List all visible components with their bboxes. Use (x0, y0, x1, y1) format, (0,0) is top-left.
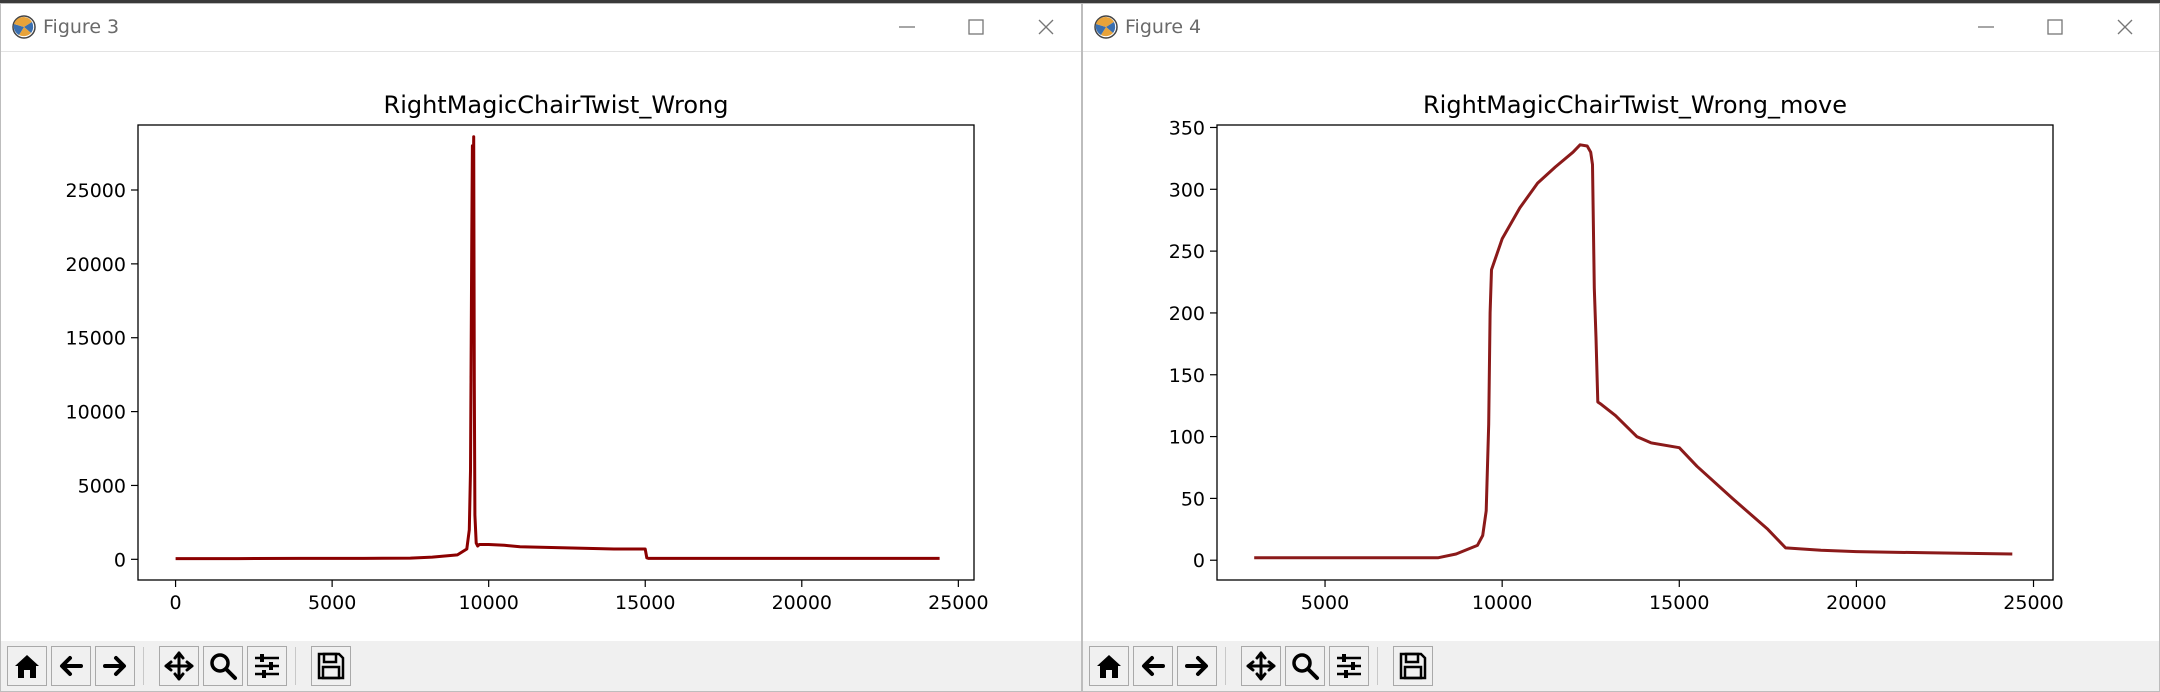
close-button[interactable] (2107, 12, 2143, 42)
y-tick-label: 300 (1169, 179, 1205, 201)
save-icon (1399, 652, 1427, 680)
y-tick-label: 50 (1181, 488, 1205, 510)
maximize-icon (968, 19, 984, 35)
zoom-icon (1292, 653, 1319, 680)
series-line (175, 135, 940, 561)
x-tick-label: 10000 (458, 592, 518, 614)
configure-subplots-button[interactable] (1329, 646, 1369, 686)
y-tick-label: 25000 (66, 180, 126, 202)
toolbar-separator (143, 647, 144, 685)
x-tick-label: 15000 (1649, 592, 1709, 614)
back-arrow-icon (1142, 656, 1165, 676)
y-tick-label: 350 (1169, 117, 1205, 139)
window-title: Figure 3 (43, 16, 120, 38)
x-tick-label: 20000 (772, 592, 832, 614)
zoom-button[interactable] (203, 646, 243, 686)
y-tick-label: 100 (1169, 427, 1205, 449)
close-button[interactable] (1028, 12, 1064, 42)
x-tick-label: 15000 (615, 592, 675, 614)
pan-button[interactable] (159, 646, 199, 686)
navigation-toolbar (1, 641, 1081, 691)
configure-subplots-icon (255, 654, 279, 678)
configure-subplots-button[interactable] (247, 646, 287, 686)
y-tick-label: 10000 (66, 402, 126, 424)
forward-button[interactable] (95, 646, 135, 686)
figure-canvas[interactable]: RightMagicChairTwist_Wrong_move 5000 10000… (1083, 52, 2159, 644)
toolbar-separator (1225, 647, 1226, 685)
pan-button[interactable] (1241, 646, 1281, 686)
chart-title: RightMagicChairTwist_Wrong_move (1423, 91, 1847, 119)
back-arrow-icon (60, 656, 83, 676)
forward-arrow-icon (103, 656, 126, 676)
series-line (1254, 143, 2013, 560)
maximize-button[interactable] (958, 12, 994, 42)
back-button[interactable] (1133, 646, 1173, 686)
back-button[interactable] (51, 646, 91, 686)
window-title: Figure 4 (1125, 16, 1202, 38)
toolbar-separator (1377, 647, 1378, 685)
x-tick-label: 5000 (308, 592, 356, 614)
y-tick-label: 150 (1169, 365, 1205, 387)
x-tick-label: 25000 (928, 592, 988, 614)
title-bar[interactable]: Figure 3 (1, 4, 1081, 52)
matplotlib-app-icon (1094, 15, 1118, 39)
navigation-toolbar (1083, 641, 2159, 691)
x-tick-label: 0 (170, 592, 182, 614)
desktop-top-strip (0, 0, 2160, 3)
save-button[interactable] (1393, 646, 1433, 686)
maximize-icon (2047, 19, 2063, 35)
home-icon (1097, 655, 1121, 678)
y-tick-label: 20000 (66, 254, 126, 276)
title-bar[interactable]: Figure 4 (1083, 4, 2159, 52)
home-icon (15, 655, 39, 678)
figure-3-window: Figure 3 RightMagicChairTwist_Wrong 0 5000… (0, 3, 1082, 692)
pan-icon (1246, 651, 1276, 681)
figure-canvas[interactable]: RightMagicChairTwist_Wrong 0 5000 10000 1500… (1, 52, 1081, 644)
y-tick-label: 200 (1169, 303, 1205, 325)
forward-button[interactable] (1177, 646, 1217, 686)
maximize-button[interactable] (2037, 12, 2073, 42)
save-icon (317, 652, 345, 680)
y-tick-label: 0 (1193, 550, 1205, 572)
zoom-icon (210, 653, 237, 680)
configure-subplots-icon (1337, 654, 1361, 678)
minimize-icon (1978, 26, 1994, 28)
zoom-button[interactable] (1285, 646, 1325, 686)
y-tick-label: 0 (114, 549, 126, 571)
figure-4-window: Figure 4 RightMagicChairTwist_Wrong_move… (1082, 3, 2160, 692)
close-icon (2117, 19, 2133, 35)
close-icon (1038, 19, 1054, 35)
minimize-button[interactable] (889, 12, 925, 42)
chart-title: RightMagicChairTwist_Wrong (384, 91, 729, 119)
x-tick-label: 10000 (1472, 592, 1532, 614)
minimize-icon (899, 26, 915, 28)
y-tick-label: 250 (1169, 241, 1205, 263)
y-tick-label: 15000 (66, 328, 126, 350)
plot-area (1216, 124, 2054, 581)
toolbar-separator (295, 647, 296, 685)
minimize-button[interactable] (1968, 12, 2004, 42)
home-button[interactable] (1089, 646, 1129, 686)
save-button[interactable] (311, 646, 351, 686)
x-tick-label: 25000 (2003, 592, 2063, 614)
plot-area (137, 124, 975, 581)
pan-icon (164, 651, 194, 681)
x-tick-label: 20000 (1826, 592, 1886, 614)
forward-arrow-icon (1185, 656, 1208, 676)
y-tick-label: 5000 (78, 475, 126, 497)
home-button[interactable] (7, 646, 47, 686)
matplotlib-app-icon (12, 15, 36, 39)
x-tick-label: 5000 (1301, 592, 1349, 614)
